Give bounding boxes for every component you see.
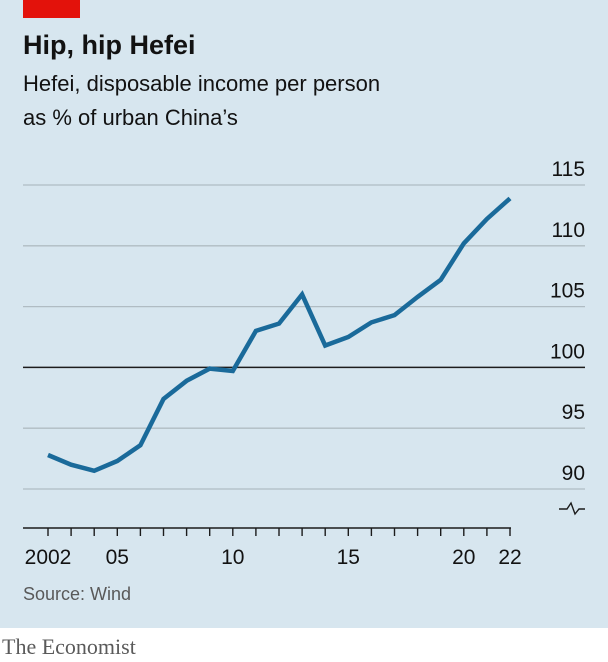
line-chart: 90 95 100 105 110 115 2002 05 10 15 20 22: [23, 158, 585, 569]
y-tick-label: 115: [552, 158, 585, 181]
y-tick-label: 110: [552, 219, 585, 242]
y-tick-label: 90: [562, 462, 585, 485]
series-line-hefei: [47, 196, 512, 474]
red-tag: [23, 0, 80, 18]
x-tick-label: 20: [452, 546, 475, 569]
chart-subtitle-line1: Hefei, disposable income per person: [23, 71, 381, 96]
chart-title: Hip, hip Hefei: [23, 30, 196, 60]
x-tick-label: 2002: [25, 546, 72, 569]
axis-break-icon: [559, 501, 585, 516]
y-tick-label: 105: [550, 280, 585, 303]
x-tick-label: 22: [498, 546, 521, 569]
brand-logo: The Economist: [2, 634, 136, 659]
y-tick-label: 95: [562, 401, 585, 424]
x-tick-label: 05: [106, 546, 129, 569]
x-tick-label: 15: [337, 546, 360, 569]
source-note: Source: Wind: [23, 584, 132, 604]
x-tick-label: 10: [221, 546, 244, 569]
chart-panel: [0, 0, 608, 628]
chart-subtitle-line2: as % of urban China’s: [23, 105, 238, 130]
y-tick-label: 100: [550, 340, 585, 363]
